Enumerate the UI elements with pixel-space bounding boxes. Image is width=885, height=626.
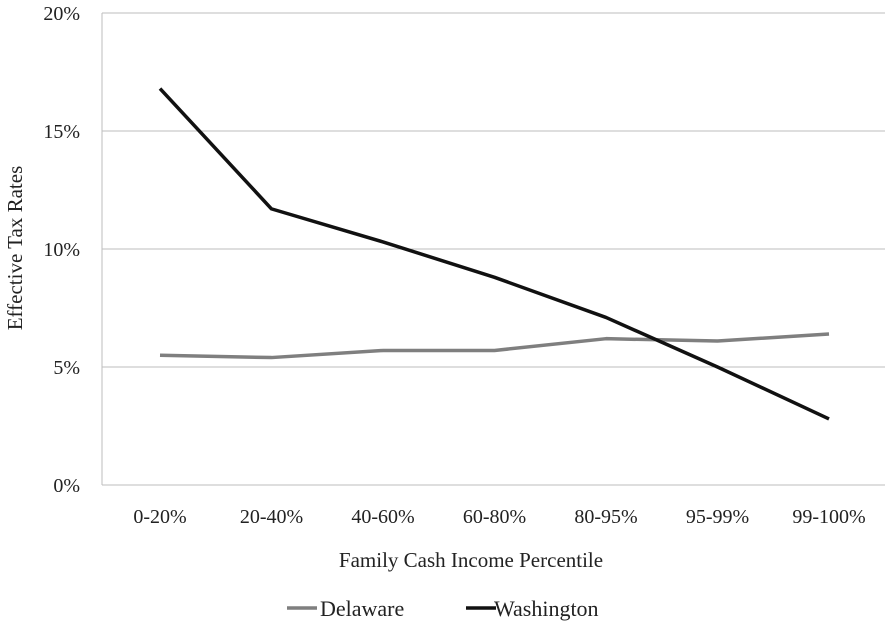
x-axis-title: Family Cash Income Percentile bbox=[339, 548, 603, 572]
gridlines bbox=[102, 12, 885, 486]
y-tick-label: 15% bbox=[43, 121, 80, 143]
legend: Delaware Washington bbox=[287, 596, 599, 621]
series-line-delaware bbox=[159, 332, 830, 360]
y-tick-label: 10% bbox=[43, 239, 80, 261]
y-tick-label: 5% bbox=[53, 357, 80, 379]
legend-label-washington: Washington bbox=[494, 596, 599, 621]
x-axis-tick-labels: 0-20% 20-40% 40-60% 60-80% 80-95% 95-99% 99-10… bbox=[133, 506, 865, 528]
y-axis-title: Effective Tax Rates bbox=[3, 166, 27, 331]
x-tick-label: 20-40% bbox=[240, 506, 303, 528]
series-line-washington bbox=[158, 87, 830, 421]
x-tick-label: 95-99% bbox=[686, 506, 749, 528]
y-axis-tick-labels: 0% 5% 10% 15% 20% bbox=[43, 3, 80, 497]
legend-label-delaware: Delaware bbox=[320, 596, 404, 621]
x-tick-label: 99-100% bbox=[792, 506, 865, 528]
x-tick-label: 0-20% bbox=[133, 506, 186, 528]
series-lines bbox=[158, 87, 830, 421]
y-tick-label: 20% bbox=[43, 3, 80, 25]
x-tick-label: 60-80% bbox=[463, 506, 526, 528]
y-tick-label: 0% bbox=[53, 475, 80, 497]
x-tick-label: 80-95% bbox=[574, 506, 637, 528]
x-tick-label: 40-60% bbox=[351, 506, 414, 528]
